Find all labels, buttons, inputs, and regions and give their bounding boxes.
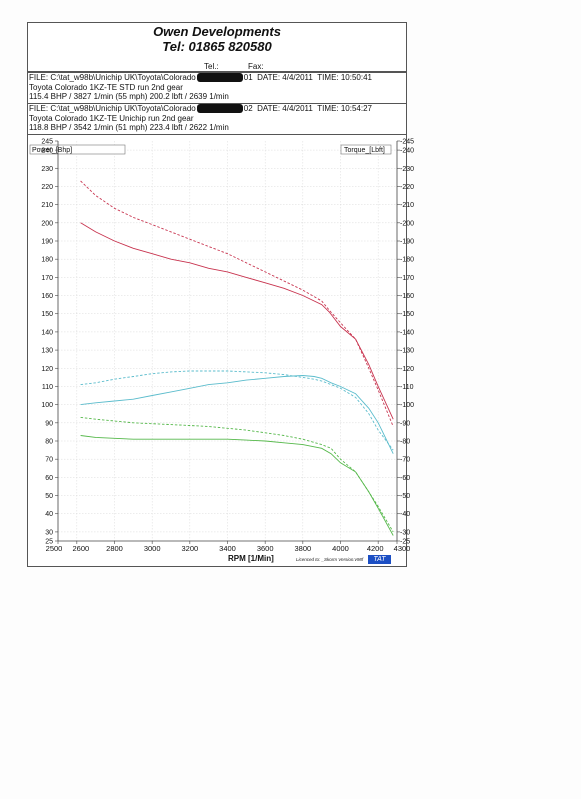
y-tick-label-right: -160 [400,293,414,300]
y-tick-label-left: 190 [41,239,53,246]
y-tick-label-left: 200 [41,220,53,227]
torque-axis-label: Torque_[Lbft] [344,147,385,154]
series-line-5 [80,435,394,536]
y-tick-label-left: 30 [45,529,53,536]
contact-row: Tel.: Fax: [27,62,407,72]
x-axis-label: RPM [1/Min] [228,554,274,563]
y-tick-label-right: -200 [400,220,414,227]
y-tick-label-left: 220 [41,184,53,191]
run-1-file-suffix: 01 [243,73,253,82]
x-tick-label: 3000 [144,544,161,553]
run-2-description: Toyota Colorado 1KZ-TE Unichip run 2nd g… [29,113,194,123]
y-tick-label-right: -80 [400,439,410,446]
y-tick-label-right: -220 [400,184,414,191]
header-box: Owen Developments Tel: 01865 820580 [27,22,407,64]
x-tick-label: 3600 [257,544,274,553]
y-tick-label-left: 230 [41,166,53,173]
y-tick-label-right: -120 [400,366,414,373]
axis-ticks: 25 30 40 50 60 70 80 90 100 110 120 130 140 150 160 170… [41,139,414,554]
licence-note: Licenced to: _Skorm Version:v98f [296,557,364,562]
y-tick-label-left: 40 [45,511,53,518]
run-2-summary: 118.8 BHP / 3542 1/min (51 mph) 223.4 lb… [29,123,229,133]
x-tick-label: 4000 [332,544,349,553]
run-1-file-path: FILE: C:\tat_w98b\Unichip UK\Toyota\Colo… [29,73,196,82]
run-1-file-line: FILE: C:\tat_w98b\Unichip UK\Toyota\Colo… [28,73,406,83]
y-tick-label-left: 60 [45,475,53,482]
run-1-date: DATE: 4/4/2011 [257,73,313,82]
y-tick-label-left: 140 [41,329,53,336]
y-tick-label-left: 245 [41,139,53,146]
y-tick-label-left: 160 [41,293,53,300]
redaction-mark [196,104,243,114]
y-tick-label-left: 70 [45,457,53,464]
run-2-file-path: FILE: C:\tat_w98b\Unichip UK\Toyota\Colo… [29,104,196,113]
y-tick-label-right: -50 [400,493,410,500]
y-tick-label-right: -140 [400,329,414,336]
y-tick-label-right: -100 [400,402,414,409]
y-tick-label-right: -240 [400,148,414,155]
y-tick-label-right: -210 [400,202,414,209]
tat-logo: TAT [368,555,391,564]
company-name: Owen Developments [153,24,281,39]
grid [58,141,397,541]
series-line-6 [80,416,394,533]
power-axis-label: Power_[Bhp] [32,147,72,154]
x-tick-label: 3400 [219,544,236,553]
y-tick-label-left: 180 [41,257,53,264]
torque-label-box [340,144,392,155]
series-line-4 [80,370,394,451]
y-tick-label-left: 120 [41,366,53,373]
y-tick-label-right: -190 [400,239,414,246]
y-tick-label-right: -230 [400,166,414,173]
x-tick-label: 2800 [106,544,123,553]
y-tick-label-left: 210 [41,202,53,209]
series-lines [80,180,394,536]
y-tick-label-right: -170 [400,275,414,282]
y-tick-label-right: -70 [400,457,410,464]
y-tick-label-right: -60 [400,475,410,482]
x-tick-label: 3200 [181,544,198,553]
y-tick-label-left: 25 [45,539,53,546]
y-tick-label-right: -150 [400,311,414,318]
y-tick-label-left: 110 [42,384,53,391]
y-tick-label-right: -40 [400,511,410,518]
fax-label: Fax: [248,62,264,71]
redaction-mark [196,73,243,83]
run-2-date: DATE: 4/4/2011 [257,104,313,113]
series-line-2 [80,180,394,427]
y-tick-label-left: 130 [41,348,53,355]
y-tick-label-left: 80 [45,439,53,446]
x-tick-label: 4200 [367,544,384,553]
run-1-summary: 115.4 BHP / 3827 1/min (55 mph) 200.2 lb… [29,92,229,102]
y-tick-label-left: 150 [41,311,53,318]
y-tick-label-right: -180 [400,257,414,264]
power-label-box [29,144,126,155]
y-tick-label-left: 50 [45,493,53,500]
y-tick-label-left: 170 [41,275,53,282]
series-line-3 [80,375,394,454]
y-tick-label-right: -130 [400,348,414,355]
y-tick-label-right: -25 [400,539,410,546]
y-tick-label-left: 240 [41,148,53,155]
x-tick-label: 2600 [72,544,89,553]
run-2-file-line: FILE: C:\tat_w98b\Unichip UK\Toyota\Colo… [28,104,406,114]
y-tick-label-left: 100 [41,402,53,409]
y-tick-label-right: -30 [400,529,410,536]
x-tick-label: 4300 [394,544,411,553]
tel-label: Tel.: [204,62,219,71]
y-tick-label-right: -110 [400,384,414,391]
run-1-description: Toyota Colorado 1KZ-TE STD run 2nd gear [29,82,183,92]
chart-frame [27,134,407,567]
run-2-file-suffix: 02 [243,104,253,113]
x-tick-label: 2500 [46,544,63,553]
run-2-time: TIME: 10:54:27 [317,104,372,113]
y-tick-label-right: -90 [400,420,410,427]
y-tick-label-left: 90 [45,420,53,427]
company-phone: Tel: 01865 820580 [162,39,272,54]
x-tick-label: 3800 [294,544,311,553]
run-1-time: TIME: 10:50:41 [317,73,372,82]
y-tick-label-right: -245 [400,139,414,146]
